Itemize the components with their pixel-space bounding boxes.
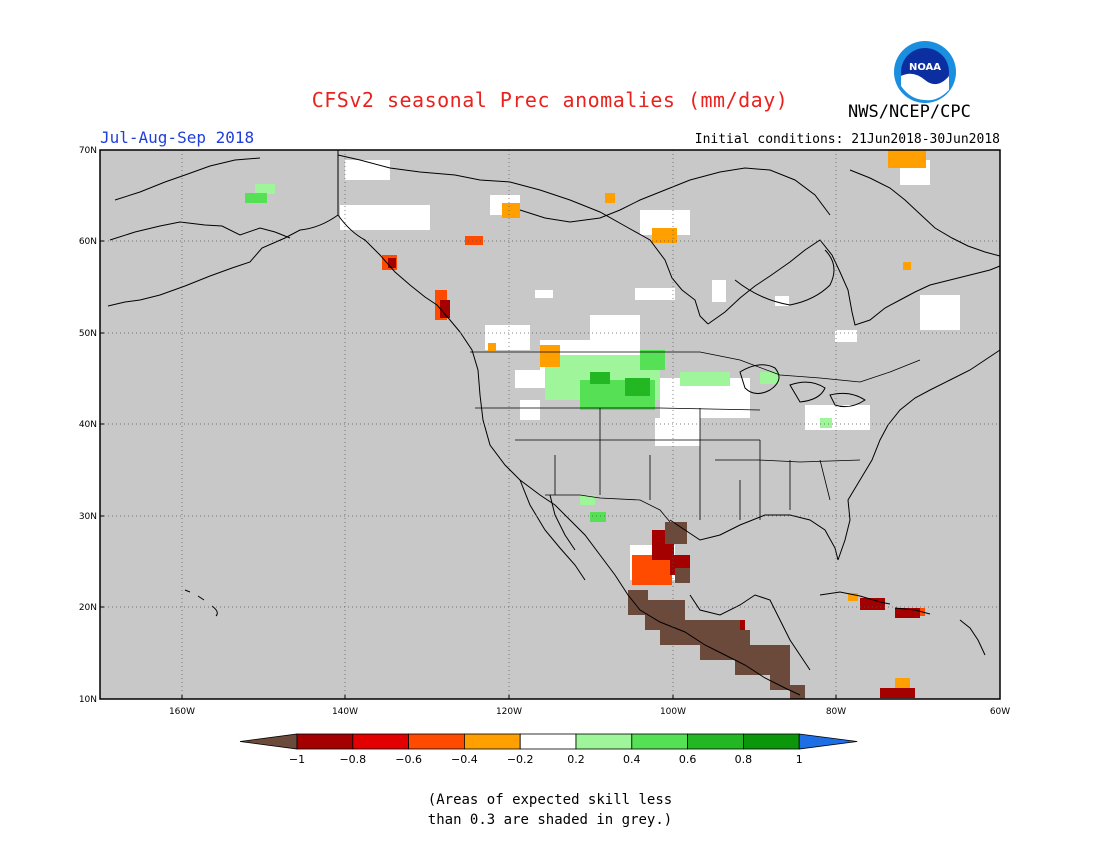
legend-tick-label: −0.4 bbox=[451, 753, 478, 766]
lon-label-80w: 80W bbox=[826, 707, 846, 717]
noaa-logo-icon: NOAA bbox=[894, 41, 956, 103]
legend-tick-label: −0.2 bbox=[507, 753, 534, 766]
initial-conditions: Initial conditions: 21Jun2018-30Jun2018 bbox=[694, 132, 1000, 147]
logo-text: NOAA bbox=[909, 62, 941, 73]
legend-swatch bbox=[687, 733, 744, 750]
legend-tick-label: 0.6 bbox=[679, 753, 697, 766]
lat-label-20n: 20N bbox=[79, 603, 97, 613]
legend-tick-label: 0.2 bbox=[567, 753, 585, 766]
legend-swatch-arrow-right bbox=[798, 733, 858, 750]
lon-label-120w: 120W bbox=[496, 707, 522, 717]
legend-tick-label: −0.8 bbox=[339, 753, 366, 766]
axis-ticks bbox=[100, 149, 837, 699]
lon-label-140w: 140W bbox=[332, 707, 358, 717]
legend-swatch bbox=[631, 733, 688, 750]
latitude-labels: 70N 60N 50N 40N 30N 20N 10N bbox=[79, 146, 97, 705]
borders bbox=[470, 351, 921, 523]
legend-swatch bbox=[296, 733, 354, 750]
lon-label-60w: 60W bbox=[990, 707, 1010, 717]
legend-swatch bbox=[519, 733, 577, 750]
lat-label-60n: 60N bbox=[79, 237, 97, 247]
legend-tick-label: −0.6 bbox=[395, 753, 422, 766]
legend-tick-label: 0.4 bbox=[623, 753, 641, 766]
color-legend: −1 −0.8 −0.6 −0.4 −0.2 0.2 0.4 0.6 0.8 1 bbox=[239, 733, 858, 766]
skill-footnote-line2: than 0.3 are shaded in grey.) bbox=[427, 812, 673, 828]
legend-tick-label: −1 bbox=[289, 753, 305, 766]
lat-label-40n: 40N bbox=[79, 420, 97, 430]
legend-swatch bbox=[352, 733, 409, 750]
legend-tick-label: 0.8 bbox=[735, 753, 753, 766]
lon-label-160w: 160W bbox=[169, 707, 195, 717]
legend-swatch bbox=[575, 733, 633, 750]
lon-label-100w: 100W bbox=[660, 707, 686, 717]
legend-tick-label: 1 bbox=[796, 753, 803, 766]
legend-swatch-arrow-left bbox=[239, 733, 298, 750]
lat-label-50n: 50N bbox=[79, 329, 97, 339]
legend-swatch bbox=[743, 733, 800, 750]
lat-label-30n: 30N bbox=[79, 512, 97, 522]
anomaly-patches bbox=[245, 150, 960, 699]
forecast-period: Jul-Aug-Sep 2018 bbox=[100, 128, 255, 147]
legend-swatch bbox=[408, 733, 465, 750]
lat-label-10n: 10N bbox=[79, 695, 97, 705]
map-title: CFSv2 seasonal Prec anomalies (mm/day) bbox=[311, 88, 789, 112]
skill-footnote-line1: (Areas of expected skill less bbox=[427, 792, 673, 808]
longitude-labels: 160W 140W 120W 100W 80W 60W bbox=[169, 707, 1010, 717]
legend-swatch bbox=[463, 733, 521, 750]
agency-label: NWS/NCEP/CPC bbox=[848, 102, 971, 122]
lat-label-70n: 70N bbox=[79, 146, 97, 156]
coastlines bbox=[107, 150, 1001, 696]
